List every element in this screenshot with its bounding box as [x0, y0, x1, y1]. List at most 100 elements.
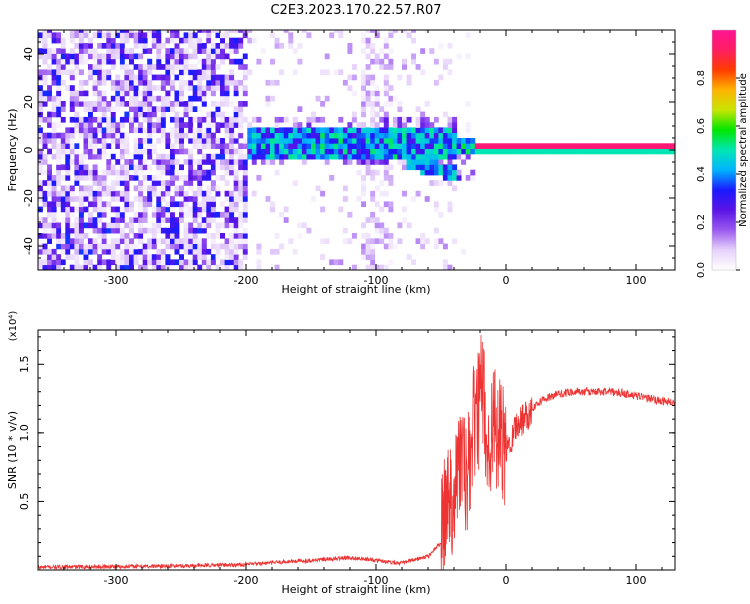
spectrogram-cell — [233, 175, 239, 181]
spectrogram-cell — [56, 111, 62, 118]
spectrogram-cell — [251, 127, 257, 134]
spectrogram-cell — [301, 138, 307, 144]
spectrogram-cell — [97, 196, 103, 202]
spectrogram-cell — [124, 132, 130, 139]
spectrogram-cell — [51, 95, 57, 102]
spectrogram-cell — [165, 95, 171, 102]
spectrogram-cell — [38, 248, 43, 255]
spectrogram-cell — [160, 101, 166, 107]
spectrogram-cell — [192, 106, 198, 112]
spectrogram-cell — [88, 175, 93, 181]
spectrogram-cell — [124, 53, 130, 60]
spectrogram-cell — [442, 132, 448, 139]
spectrogram-cell — [133, 64, 139, 70]
spectrogram-cell — [56, 79, 62, 86]
spectrogram-cell — [133, 32, 139, 39]
spectrogram-cell — [56, 58, 62, 65]
spectrogram-cell — [406, 143, 412, 149]
spectrogram-cell — [124, 185, 130, 192]
colorbar-label: Normalized spectral amplitude — [738, 73, 749, 227]
spectrogram-cell — [238, 122, 244, 128]
x-tick-label: -300 — [104, 574, 129, 587]
spectrogram-cell — [511, 148, 517, 155]
spectrogram-cell — [97, 64, 103, 70]
spectrogram-cell — [74, 222, 80, 229]
spectrogram-cell — [283, 148, 289, 155]
spectrogram-cell — [51, 48, 57, 54]
spectrogram-cell — [242, 227, 248, 234]
spectrogram-cell — [238, 106, 244, 112]
spectrogram-cell — [338, 69, 344, 76]
spectrogram-cell — [92, 196, 98, 202]
spectrogram-cell — [151, 264, 157, 270]
spectrogram-cell — [347, 211, 353, 218]
spectrogram-cell — [42, 248, 48, 255]
spectrogram-cell — [370, 159, 376, 165]
spectrogram-cell — [160, 138, 166, 144]
spectrogram-cell — [138, 169, 144, 176]
spectrogram-cell — [206, 211, 212, 218]
spectrogram-cell — [129, 32, 134, 39]
spectrogram-cell — [129, 243, 134, 250]
spectrogram-cell — [324, 95, 330, 102]
spectrogram-cell — [92, 180, 98, 186]
spectrogram-cell — [338, 32, 344, 39]
spectrogram-cell — [88, 153, 93, 160]
spectrogram-cell — [192, 127, 198, 134]
spectrogram-cell — [83, 164, 89, 171]
spectrogram-cell — [665, 148, 671, 155]
spectrogram-cell — [65, 201, 71, 208]
spectrogram-cell — [361, 138, 366, 144]
spectrogram-cell — [170, 148, 175, 155]
spectrogram-cell — [224, 79, 230, 86]
spectrogram-cell — [406, 148, 412, 155]
spectrogram-cell — [124, 101, 130, 107]
spectrogram-cell — [529, 143, 535, 149]
spectrogram-cell — [192, 37, 198, 44]
spectrogram-cell — [129, 264, 134, 270]
spectrogram-cell — [283, 116, 289, 123]
spectrogram-cell — [156, 127, 162, 134]
spectrogram-cell — [151, 259, 157, 266]
spectrogram-cell — [106, 101, 112, 107]
spectrogram-cell — [147, 79, 153, 86]
spectrogram-cell — [374, 159, 380, 165]
spectrogram-cell — [465, 127, 471, 134]
spectrogram-cell — [283, 132, 289, 139]
y-tick-label: 1.5 — [18, 356, 31, 374]
spectrogram-cell — [60, 206, 66, 213]
spectrogram-cell — [411, 259, 416, 266]
spectrogram-cell — [106, 69, 112, 76]
spectrogram-cell — [78, 217, 84, 223]
spectrogram-cell — [83, 143, 89, 149]
spectrogram-cell — [333, 30, 339, 33]
spectrogram-cell — [69, 243, 75, 250]
spectrogram-cell — [356, 148, 362, 155]
spectrogram-cell — [374, 227, 380, 234]
spectrogram-cell — [433, 238, 439, 244]
spectrogram-cell — [224, 222, 230, 229]
spectrogram-cell — [156, 217, 162, 223]
spectrogram-cell — [242, 196, 248, 202]
x-tick-label: -300 — [104, 274, 129, 287]
spectrogram-cell — [97, 254, 103, 260]
spectrogram-cell — [83, 190, 89, 197]
spectrogram-cell — [274, 37, 280, 44]
spectrogram-cell — [215, 264, 221, 270]
spectrogram-cell — [215, 101, 221, 107]
spectrogram-cell — [397, 101, 403, 107]
spectrogram-cell — [242, 153, 248, 160]
spectrogram-cell — [210, 169, 216, 176]
spectrogram-cell — [429, 132, 435, 139]
spectrogram-cell — [65, 69, 71, 76]
spectrogram-cell — [83, 206, 89, 213]
spectrogram-cell — [242, 159, 248, 165]
colorbar-tick-label: 0.6 — [696, 118, 707, 134]
spectrogram-cell — [170, 30, 175, 33]
spectrogram-cell — [347, 122, 353, 128]
spectrogram-cell — [342, 238, 348, 244]
spectrogram-cell — [92, 164, 98, 171]
spectrogram-cell — [656, 143, 662, 149]
spectrogram-cell — [452, 122, 458, 128]
spectrogram-cell — [56, 106, 62, 112]
